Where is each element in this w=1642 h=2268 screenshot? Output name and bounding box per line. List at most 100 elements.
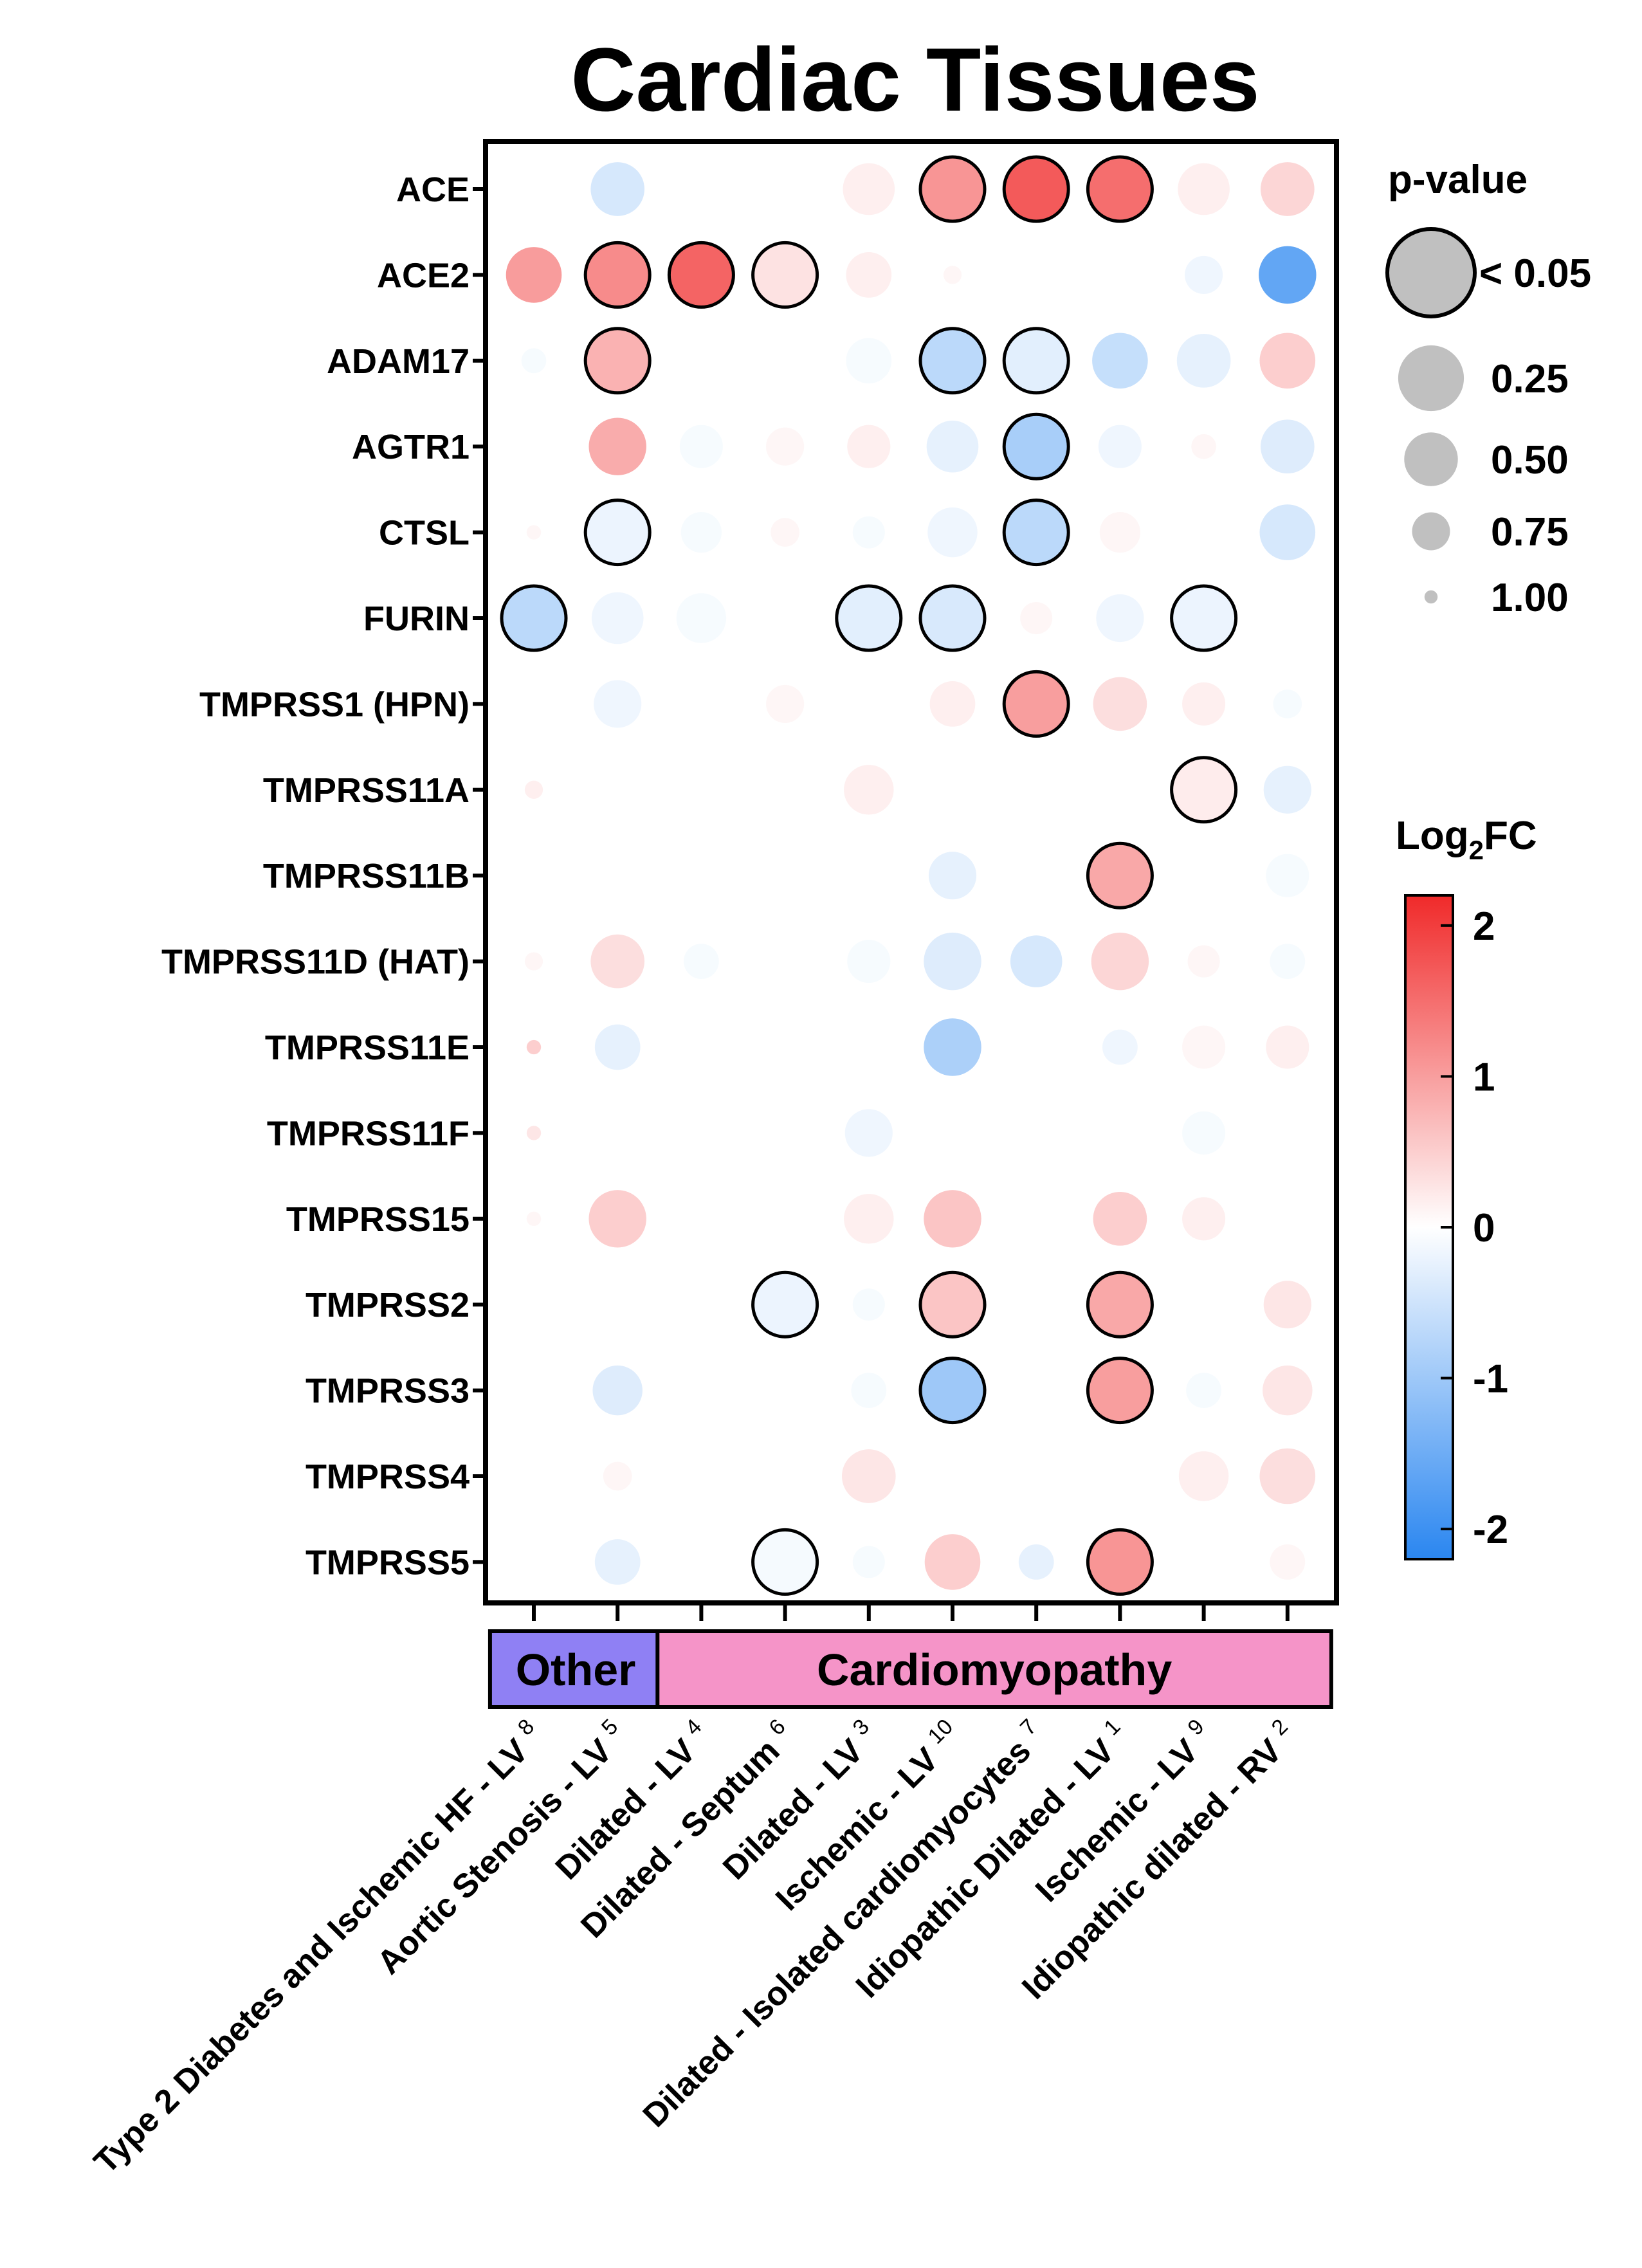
bubble-10-8 <box>1182 1025 1226 1069</box>
bubble-0-4 <box>843 163 895 215</box>
gene-label: TMPRSS11D (HAT) <box>161 943 470 982</box>
bubble-8-4 <box>859 866 878 885</box>
bubble-9-6 <box>1010 935 1063 987</box>
bubble-4-4 <box>852 516 885 549</box>
bubble-6-2 <box>698 701 704 706</box>
bubble-2-0 <box>521 348 547 374</box>
bubble-11-3 <box>783 1130 788 1135</box>
pvalue-legend: < 0.05 0.25 0.50 0.75 1.00 <box>1385 227 1591 620</box>
bubble-1-8 <box>1185 255 1223 294</box>
log2fc-title-suffix: FC <box>1484 814 1537 858</box>
bubble-14-5 <box>918 1357 987 1425</box>
bubble-2-7 <box>1092 333 1148 389</box>
bubble-8-0 <box>528 870 540 881</box>
bubble-4-1 <box>583 498 652 567</box>
bubble-3-8 <box>1191 434 1216 459</box>
bubble-4-8 <box>1191 520 1216 545</box>
gene-label: TMPRSS11B <box>263 857 470 895</box>
group-box <box>488 1629 664 1709</box>
bubble-3-7 <box>1098 425 1142 468</box>
colorbar-tick-label: 2 <box>1473 904 1495 949</box>
bubble-4-3 <box>771 518 799 547</box>
bubble-13-8 <box>1201 1302 1207 1307</box>
bubble-0-1 <box>590 162 645 216</box>
bubble-16-7 <box>1086 1528 1154 1596</box>
bubble-13-3 <box>751 1270 819 1339</box>
bubble-6-3 <box>766 684 805 723</box>
bubble-4-7 <box>1099 511 1141 553</box>
bubble-7-1 <box>615 787 620 792</box>
bubble-7-9 <box>1263 765 1311 814</box>
bubble-0-2 <box>698 187 704 192</box>
bubble-14-7 <box>1086 1357 1154 1425</box>
bubble-16-4 <box>852 1546 885 1578</box>
plot-frame <box>483 139 1339 1605</box>
bubble-16-5 <box>924 1534 981 1590</box>
bubble-2-4 <box>846 338 892 384</box>
bubble-0-5 <box>918 155 987 223</box>
bubble-9-5 <box>924 932 981 991</box>
pvalue-legend-circle <box>1398 345 1464 412</box>
bubble-15-4 <box>841 1449 896 1503</box>
bubble-13-4 <box>852 1288 885 1321</box>
bubble-12-1 <box>588 1190 646 1248</box>
gene-label: ACE2 <box>377 256 470 295</box>
bubble-15-9 <box>1259 1448 1316 1504</box>
bubble-8-2 <box>698 873 704 878</box>
bubble-9-2 <box>684 944 719 979</box>
bubble-12-7 <box>1093 1191 1147 1246</box>
bubble-12-2 <box>698 1216 704 1221</box>
bubble-8-1 <box>615 873 620 878</box>
bubble-7-5 <box>950 787 955 792</box>
gene-label: TMPRSS15 <box>286 1200 470 1239</box>
bubble-5-3 <box>783 616 788 621</box>
bubble-15-7 <box>1117 1474 1122 1479</box>
bubble-6-6 <box>1002 670 1070 738</box>
bubble-12-3 <box>783 1216 788 1221</box>
pvalue-legend-label: 0.25 <box>1491 357 1569 401</box>
gene-label: FURIN <box>363 599 470 638</box>
bubble-11-4 <box>844 1109 893 1157</box>
bubble-3-2 <box>679 425 723 468</box>
bubble-5-2 <box>676 593 727 643</box>
bubble-9-0 <box>524 952 543 971</box>
bubble-16-2 <box>698 1559 704 1564</box>
bubble-15-1 <box>603 1461 632 1491</box>
bubble-7-7 <box>1117 787 1122 792</box>
bubble-10-2 <box>698 1045 704 1050</box>
bubble-10-3 <box>783 1045 788 1050</box>
bubble-15-8 <box>1178 1451 1229 1501</box>
group-box <box>655 1629 1333 1709</box>
gene-label: TMPRSS5 <box>306 1543 470 1582</box>
gene-label: ADAM17 <box>327 342 470 381</box>
bubble-1-7 <box>1113 268 1127 282</box>
pvalue-legend-label: 0.50 <box>1491 438 1569 482</box>
bubble-14-2 <box>698 1388 704 1393</box>
category-label: Type 2 Diabetes and Ischemic HF - LV 8 <box>84 1714 551 2181</box>
bubble-6-8 <box>1182 682 1226 726</box>
bubble-1-2 <box>667 241 735 309</box>
gene-label: TMPRSS11F <box>267 1114 470 1153</box>
bubble-2-9 <box>1259 333 1316 389</box>
bubble-13-0 <box>528 1299 540 1310</box>
bubble-13-1 <box>615 1302 620 1307</box>
category-name: Dilated - LV <box>716 1726 877 1887</box>
x-axis-ticks <box>532 1605 1290 1621</box>
bubble-15-0 <box>531 1474 536 1479</box>
bubble-16-0 <box>528 1556 540 1568</box>
bubble-8-6 <box>1034 873 1039 878</box>
bubble-16-3 <box>751 1528 819 1596</box>
pvalue-legend-circle <box>1424 590 1438 604</box>
bubble-4-5 <box>927 507 978 558</box>
bubble-2-8 <box>1176 333 1231 388</box>
group-label: Cardiomyopathy <box>817 1645 1172 1695</box>
bubble-6-9 <box>1273 690 1302 718</box>
bubble-7-8 <box>1170 756 1238 824</box>
group-label: Other <box>516 1645 636 1695</box>
bubble-1-6 <box>1034 272 1039 277</box>
bubble-15-6 <box>1034 1474 1039 1479</box>
bubble-6-5 <box>929 681 976 727</box>
bubble-10-6 <box>1034 1045 1039 1050</box>
bubble-11-2 <box>698 1130 704 1135</box>
chart-title: Cardiac Tissues <box>570 29 1259 130</box>
